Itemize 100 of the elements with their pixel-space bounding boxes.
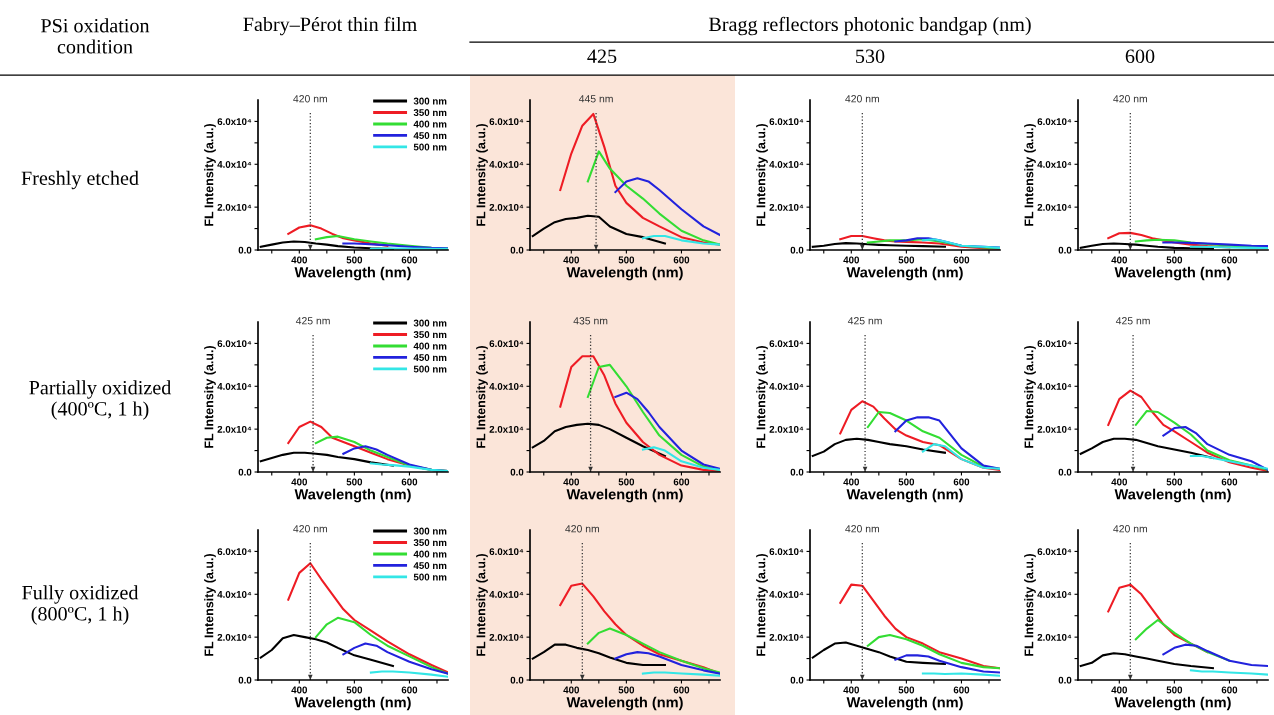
y-axis-title: FL Intensity (a.u.): [756, 553, 768, 656]
y-tick-label: 6.0x10⁴: [769, 340, 804, 348]
x-tick-label: 500: [1166, 478, 1183, 486]
x-axis-title: Wavelength (nm): [566, 266, 683, 281]
y-tick-label: 4.0x10⁴: [1037, 383, 1072, 390]
legend-label: 450 nm: [413, 562, 447, 569]
line-series: [614, 651, 720, 675]
y-tick-label: 4.0x10⁴: [489, 383, 524, 390]
y-tick-label: 0.0: [510, 246, 524, 254]
y-tick-label: 6.0x10⁴: [1037, 340, 1072, 348]
x-tick-label: 400: [843, 256, 860, 264]
x-tick-label: 500: [1166, 686, 1183, 694]
y-tick-label: 6.0x10⁴: [217, 118, 252, 126]
y-tick-label: 4.0x10⁴: [489, 591, 524, 598]
y-tick-label: 4.0x10⁴: [217, 161, 252, 168]
x-tick-label: 600: [401, 478, 418, 486]
line-series: [614, 391, 720, 470]
line-series: [921, 238, 1000, 249]
x-tick-label: 400: [1111, 256, 1128, 264]
ref-line-label: 435 nm: [573, 317, 608, 325]
line-series: [369, 462, 448, 472]
y-tick-label: 2.0x10⁴: [1037, 425, 1072, 433]
x-axis-title: Wavelength (nm): [1114, 696, 1231, 711]
legend-label: 450 nm: [413, 132, 447, 139]
line-series: [894, 654, 1000, 674]
y-axis-title: FL Intensity (a.u.): [204, 123, 216, 226]
x-tick-label: 500: [346, 478, 363, 486]
line-series: [641, 235, 720, 246]
text: Bragg reflectors photonic bandgap (nm): [708, 16, 1031, 36]
text: 530: [856, 49, 885, 64]
x-tick-label: 600: [1221, 256, 1238, 264]
line-series: [1107, 389, 1268, 472]
y-tick-label: 0.0: [1058, 468, 1072, 476]
y-tick-label: 2.0x10⁴: [217, 203, 252, 211]
line-series: [314, 616, 448, 675]
x-tick-label: 400: [1111, 686, 1128, 694]
legend-label: 450 nm: [413, 354, 447, 361]
x-tick-label: 400: [563, 686, 580, 694]
ref-line-label: 420 nm: [293, 95, 328, 103]
x-tick-label: 600: [673, 478, 690, 486]
legend-label: 300 nm: [413, 319, 447, 327]
text: Fabry–Pérot thin film: [243, 16, 417, 36]
y-tick-label: 0.0: [510, 468, 524, 476]
y-tick-label: 0.0: [790, 676, 804, 684]
y-tick-label: 0.0: [510, 676, 524, 684]
ref-line-label: 420 nm: [565, 525, 600, 533]
y-tick-label: 0.0: [790, 468, 804, 476]
y-tick-label: 6.0x10⁴: [769, 118, 804, 126]
y-axis-title: FL Intensity (a.u.): [204, 553, 216, 656]
y-tick-label: 2.0x10⁴: [489, 203, 524, 211]
x-tick-label: 600: [673, 686, 690, 694]
y-tick-label: 2.0x10⁴: [217, 633, 252, 641]
x-tick-label: 600: [1221, 686, 1238, 694]
y-tick-label: 4.0x10⁴: [1037, 161, 1072, 168]
x-tick-label: 500: [898, 686, 915, 694]
y-tick-label: 6.0x10⁴: [489, 340, 524, 348]
line-series: [921, 443, 1000, 470]
x-tick-label: 600: [673, 256, 690, 264]
x-axis-title: Wavelength (nm): [1114, 488, 1231, 503]
x-tick-label: 500: [618, 256, 635, 264]
line-series: [1162, 425, 1268, 471]
line-series: [287, 562, 448, 674]
line-series: [287, 224, 389, 247]
ref-line-label: 420 nm: [293, 525, 328, 533]
x-tick-label: 600: [953, 686, 970, 694]
x-tick-label: 400: [291, 478, 308, 486]
legend-label: 400 nm: [413, 550, 447, 558]
y-tick-label: 4.0x10⁴: [769, 383, 804, 390]
line-series: [586, 150, 720, 246]
text: Fully oxidized (800ºC, 1 h): [22, 585, 139, 625]
y-tick-label: 4.0x10⁴: [769, 161, 804, 168]
y-tick-label: 2.0x10⁴: [217, 425, 252, 433]
legend-label: 350 nm: [413, 539, 447, 547]
y-tick-label: 6.0x10⁴: [489, 548, 524, 556]
x-axis-title: Wavelength (nm): [846, 488, 963, 503]
y-tick-label: 0.0: [238, 676, 252, 684]
line-series: [586, 627, 720, 674]
line-series: [641, 446, 720, 471]
y-tick-label: 0.0: [238, 246, 252, 254]
y-tick-label: 4.0x10⁴: [217, 591, 252, 598]
y-tick-label: 4.0x10⁴: [1037, 591, 1072, 598]
y-tick-label: 2.0x10⁴: [489, 633, 524, 641]
x-tick-label: 600: [953, 478, 970, 486]
legend-label: 300 nm: [413, 97, 447, 105]
y-axis-title: FL Intensity (a.u.): [1024, 553, 1036, 656]
y-tick-label: 6.0x10⁴: [1037, 118, 1072, 126]
x-tick-label: 400: [291, 256, 308, 264]
text: Freshly etched: [21, 170, 139, 190]
y-tick-label: 6.0x10⁴: [217, 548, 252, 556]
ref-line-label: 420 nm: [845, 525, 880, 533]
legend-label: 500 nm: [413, 143, 447, 151]
legend-label: 500 nm: [413, 573, 447, 581]
text: 425: [587, 49, 617, 64]
legend-label: 350 nm: [413, 109, 447, 117]
ref-line-label: 425 nm: [295, 317, 330, 325]
y-axis-title: FL Intensity (a.u.): [756, 123, 768, 226]
y-tick-label: 4.0x10⁴: [217, 383, 252, 390]
x-tick-label: 600: [401, 256, 418, 264]
y-axis-title: FL Intensity (a.u.): [756, 345, 768, 448]
ref-line-label: 425 nm: [847, 317, 882, 325]
